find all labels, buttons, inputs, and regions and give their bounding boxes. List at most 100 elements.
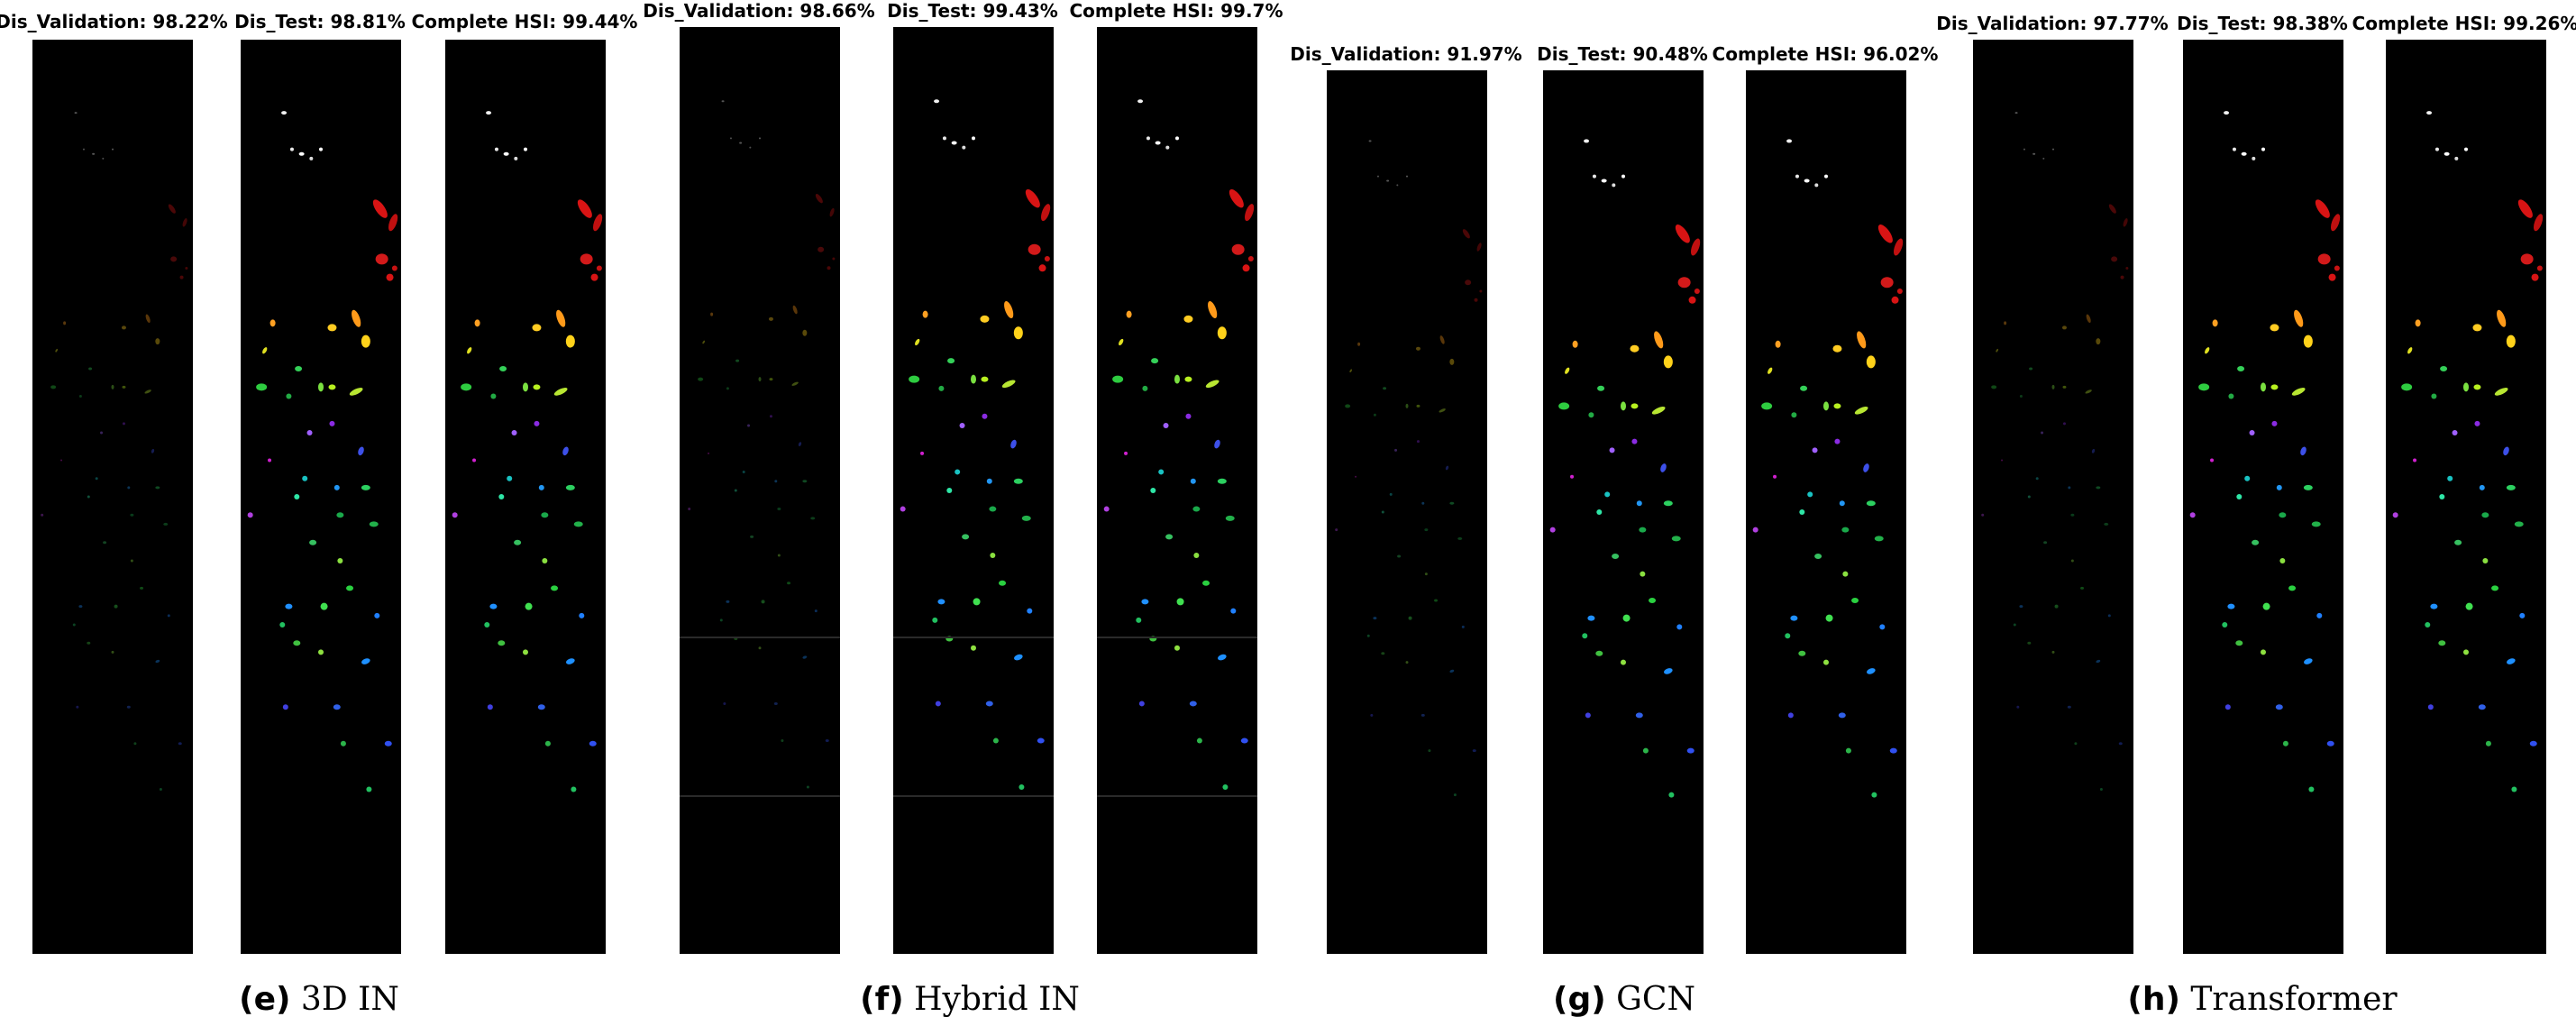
class-region	[2288, 585, 2297, 591]
divider	[1097, 637, 1257, 638]
class-region	[1126, 310, 1132, 318]
class-region	[768, 316, 773, 321]
class-region	[1867, 668, 1876, 674]
class-region	[302, 475, 308, 481]
class-region	[702, 340, 706, 344]
class-region	[2120, 275, 2124, 279]
class-region	[537, 704, 545, 710]
class-region	[1383, 387, 1387, 390]
class-region	[2485, 740, 2491, 747]
class-region	[1851, 598, 1859, 603]
class-region	[1588, 412, 1594, 418]
class-region	[320, 602, 328, 610]
class-region	[2431, 393, 2437, 399]
class-region	[708, 452, 710, 454]
class-region	[2023, 148, 2025, 151]
class-region	[1795, 174, 1799, 179]
panel-title: Complete HSI: 99.7%	[1069, 0, 1283, 22]
caption-tag: (e)	[239, 981, 291, 1018]
class-region	[1137, 99, 1144, 104]
class-region	[2303, 484, 2313, 490]
class-region	[2481, 512, 2489, 518]
class-region	[2252, 539, 2260, 545]
class-region	[1420, 713, 1425, 717]
class-region	[2454, 539, 2462, 545]
class-region	[1231, 243, 1245, 255]
class-region	[2004, 321, 2007, 325]
class-region	[127, 486, 131, 490]
class-region	[2080, 586, 2085, 590]
class-region	[2447, 475, 2453, 481]
class-region	[95, 477, 98, 481]
class-region	[2311, 521, 2321, 527]
class-region	[2517, 199, 2533, 218]
class-region	[1406, 175, 1408, 178]
class-region	[1428, 749, 1431, 753]
class-region	[55, 348, 59, 353]
class-region	[1823, 659, 1829, 665]
class-region	[1025, 188, 1040, 208]
class-region	[185, 267, 188, 270]
class-region	[1877, 224, 1893, 243]
class-region	[2237, 366, 2245, 372]
class-region	[281, 111, 288, 115]
class-region	[832, 257, 836, 261]
class-region	[293, 640, 301, 646]
class-region	[2276, 484, 2282, 490]
class-region	[87, 641, 91, 645]
class-region	[1004, 301, 1014, 319]
class-region	[144, 389, 151, 394]
class-region	[391, 265, 397, 271]
class-region	[63, 321, 67, 325]
class-region	[1408, 616, 1412, 620]
class-region	[1457, 536, 1463, 540]
class-region	[2001, 459, 2004, 462]
class-region	[942, 136, 946, 141]
class-region	[159, 787, 162, 791]
classification-map	[241, 40, 401, 954]
class-region	[167, 614, 170, 618]
class-region	[328, 384, 336, 390]
caption-tag: (g)	[1553, 981, 1606, 1018]
class-region	[1609, 447, 1615, 453]
class-region	[551, 585, 559, 591]
class-region	[2472, 324, 2482, 332]
class-region	[1165, 534, 1174, 540]
class-region	[2474, 420, 2480, 426]
class-region	[82, 148, 85, 151]
class-region	[2210, 458, 2215, 463]
class-region	[2491, 585, 2499, 591]
class-region	[1570, 474, 1575, 479]
classification-map-image	[900, 99, 1051, 790]
class-region	[1472, 749, 1476, 753]
class-region	[1038, 264, 1046, 272]
class-region	[289, 147, 294, 151]
class-region	[955, 469, 961, 475]
class-region	[2042, 157, 2045, 160]
class-region	[2334, 265, 2340, 271]
class-region	[542, 557, 548, 563]
class-region	[556, 309, 566, 327]
class-region	[1863, 463, 1869, 472]
class-region	[1370, 713, 1374, 717]
class-region	[1185, 413, 1192, 419]
class-region	[739, 142, 743, 144]
class-region	[1386, 179, 1390, 182]
class-region	[1814, 183, 1819, 188]
class-region	[1991, 385, 1997, 389]
class-region	[111, 650, 114, 654]
class-region	[1825, 614, 1833, 622]
class-region	[2511, 786, 2517, 792]
class-region	[1775, 340, 1781, 348]
class-region	[1176, 598, 1184, 606]
class-region	[1445, 465, 1449, 471]
class-region	[285, 603, 293, 609]
class-region	[1366, 634, 1370, 637]
classification-map-image	[1335, 140, 1483, 797]
class-region	[2308, 786, 2315, 792]
class-region	[1664, 668, 1673, 674]
class-region	[247, 512, 253, 518]
class-region	[1832, 344, 1842, 353]
class-region	[773, 701, 778, 705]
class-region	[1800, 385, 1808, 391]
